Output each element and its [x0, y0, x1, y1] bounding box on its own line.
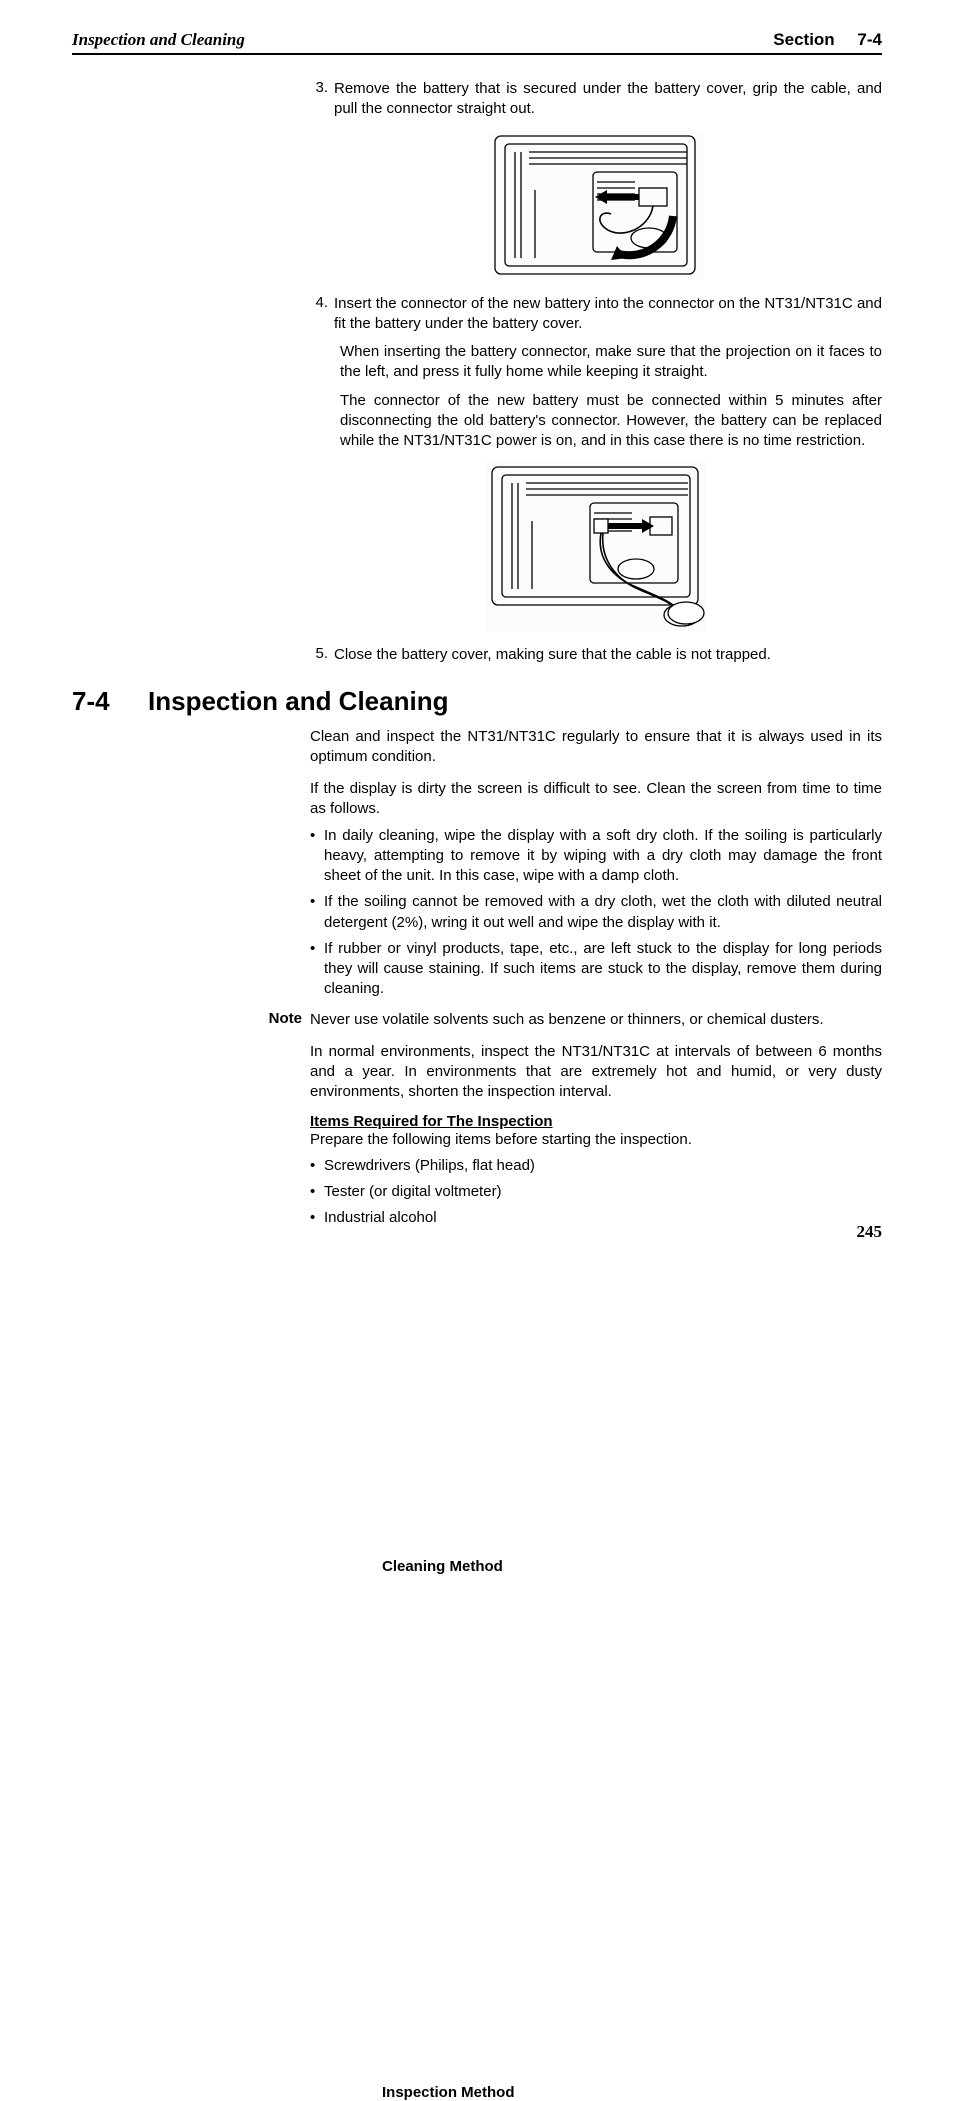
bullet-dot: •	[310, 1208, 324, 1228]
step-4-para-3: The connector of the new battery must be…	[340, 391, 882, 452]
section-intro-block: Clean and inspect the NT31/NT31C regular…	[310, 727, 882, 768]
items-heading: Items Required for The Inspection	[310, 1113, 882, 1130]
section-heading: 7-4 Inspection and Cleaning	[72, 686, 882, 717]
prepare-text: Prepare the following items before start…	[310, 1130, 882, 1150]
battery-remove-diagram	[489, 130, 703, 280]
bullet-item: •If the soiling cannot be removed with a…	[310, 892, 882, 933]
bullet-dot: •	[310, 1156, 324, 1176]
inspection-label: Inspection Method	[382, 2084, 515, 2101]
page-header: Inspection and Cleaning Section 7-4	[72, 30, 882, 55]
intro-text: Clean and inspect the NT31/NT31C regular…	[310, 727, 882, 768]
note-text: Never use volatile solvents such as benz…	[310, 1010, 882, 1030]
bullet-item: •Screwdrivers (Philips, flat head)	[310, 1156, 882, 1176]
bullet-item: •In daily cleaning, wipe the display wit…	[310, 826, 882, 887]
inspection-intro: In normal environments, inspect the NT31…	[310, 1042, 882, 1103]
step-number: 4.	[310, 294, 334, 335]
section-heading-number: 7-4	[72, 686, 148, 717]
header-section: Section 7-4	[773, 30, 882, 50]
bullet-text: Industrial alcohol	[324, 1208, 437, 1228]
step-5: 5. Close the battery cover, making sure …	[310, 645, 882, 665]
figure-1-container	[310, 130, 882, 280]
step-number: 3.	[310, 79, 334, 120]
inspection-block: Inspection Method In normal environments…	[310, 1042, 882, 1229]
section-heading-title: Inspection and Cleaning	[148, 686, 448, 717]
bullet-text: If rubber or vinyl products, tape, etc.,…	[324, 939, 882, 1000]
bullet-item: •If rubber or vinyl products, tape, etc.…	[310, 939, 882, 1000]
cleaning-intro: If the display is dirty the screen is di…	[310, 779, 882, 820]
bullet-text: In daily cleaning, wipe the display with…	[324, 826, 882, 887]
step-text: Insert the connector of the new battery …	[334, 294, 882, 335]
bullet-text: Screwdrivers (Philips, flat head)	[324, 1156, 535, 1176]
section-word: Section	[773, 30, 834, 49]
bullet-dot: •	[310, 892, 324, 933]
bullet-dot: •	[310, 1182, 324, 1202]
cleaning-block: Cleaning Method If the display is dirty …	[310, 779, 882, 1030]
step-4-para-2: When inserting the battery connector, ma…	[340, 342, 882, 383]
section-number: 7-4	[857, 30, 882, 49]
step-text: Remove the battery that is secured under…	[334, 79, 882, 120]
bullet-item: •Tester (or digital voltmeter)	[310, 1182, 882, 1202]
step-3: 3. Remove the battery that is secured un…	[310, 79, 882, 120]
bullet-text: If the soiling cannot be removed with a …	[324, 892, 882, 933]
bullet-text: Tester (or digital voltmeter)	[324, 1182, 502, 1202]
step-4: 4. Insert the connector of the new batte…	[310, 294, 882, 335]
bullet-dot: •	[310, 826, 324, 887]
bullet-dot: •	[310, 939, 324, 1000]
step-number: 5.	[310, 645, 334, 665]
battery-insert-diagram	[486, 461, 706, 631]
note-label: Note	[260, 1010, 310, 1030]
note-row: Note Never use volatile solvents such as…	[260, 1010, 882, 1030]
content-column: 3. Remove the battery that is secured un…	[310, 79, 882, 666]
header-title: Inspection and Cleaning	[72, 30, 245, 50]
step-text: Close the battery cover, making sure tha…	[334, 645, 882, 665]
figure-2-container	[310, 461, 882, 631]
cleaning-label: Cleaning Method	[382, 1558, 503, 1575]
bullet-item: •Industrial alcohol	[310, 1208, 882, 1228]
page-number: 245	[857, 1222, 883, 1242]
